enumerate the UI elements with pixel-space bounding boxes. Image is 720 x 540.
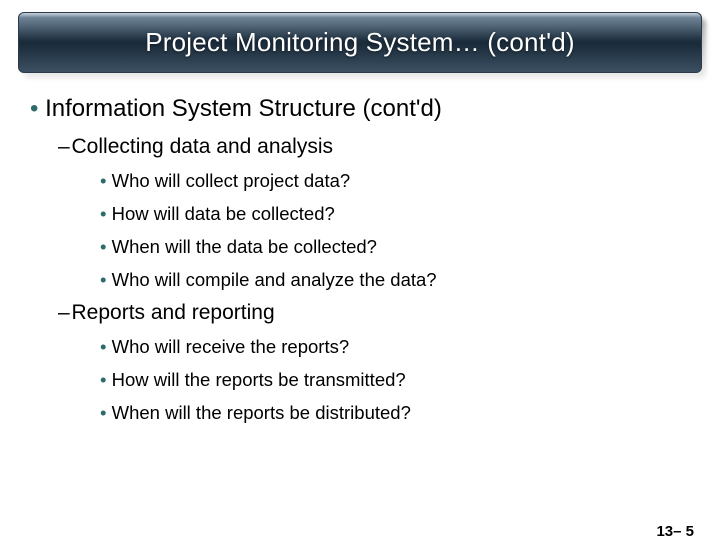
title-bar-inner: Project Monitoring System… (cont'd)	[18, 12, 702, 73]
bullet-item: When will the reports be distributed?	[100, 402, 690, 424]
slide-body: Information System Structure (cont'd) Co…	[0, 73, 720, 424]
subheading: Collecting data and analysis	[58, 135, 690, 159]
slide-number: 13– 5	[656, 523, 694, 540]
bullet-item: Who will collect project data?	[100, 170, 690, 192]
title-bar: Project Monitoring System… (cont'd)	[18, 12, 702, 73]
heading-level1: Information System Structure (cont'd)	[30, 95, 690, 123]
bullet-item: How will the reports be transmitted?	[100, 369, 690, 391]
bullet-item: How will data be collected?	[100, 203, 690, 225]
slide-title: Project Monitoring System… (cont'd)	[41, 27, 679, 58]
bullet-item: Who will receive the reports?	[100, 336, 690, 358]
bullet-item: When will the data be collected?	[100, 236, 690, 258]
subheading: Reports and reporting	[58, 301, 690, 325]
bullet-item: Who will compile and analyze the data?	[100, 269, 690, 291]
